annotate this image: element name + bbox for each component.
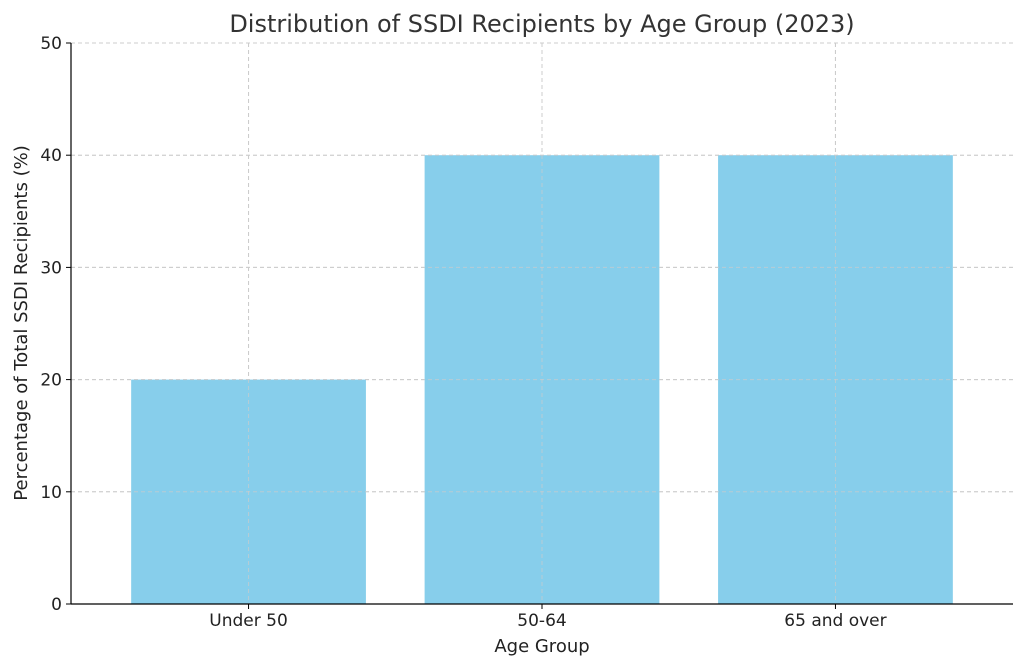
y-tick-label: 50 (40, 34, 62, 54)
y-tick-label: 40 (40, 146, 62, 166)
y-tick-label: 30 (40, 258, 62, 278)
axes: 0 10 20 30 40 50 Under 50 50-64 65 and over (40, 34, 1013, 631)
x-tick-label: Under 50 (209, 611, 288, 631)
y-axis-label: Percentage of Total SSDI Recipients (%) (11, 145, 32, 500)
y-tick-label: 0 (51, 595, 62, 615)
x-tick-label: 50-64 (517, 611, 566, 631)
x-tick-label: 65 and over (784, 611, 886, 631)
chart-title: Distribution of SSDI Recipients by Age G… (229, 10, 854, 38)
x-axis-label: Age Group (494, 636, 589, 657)
y-tick-label: 20 (40, 371, 62, 391)
y-tick-label: 10 (40, 483, 62, 503)
